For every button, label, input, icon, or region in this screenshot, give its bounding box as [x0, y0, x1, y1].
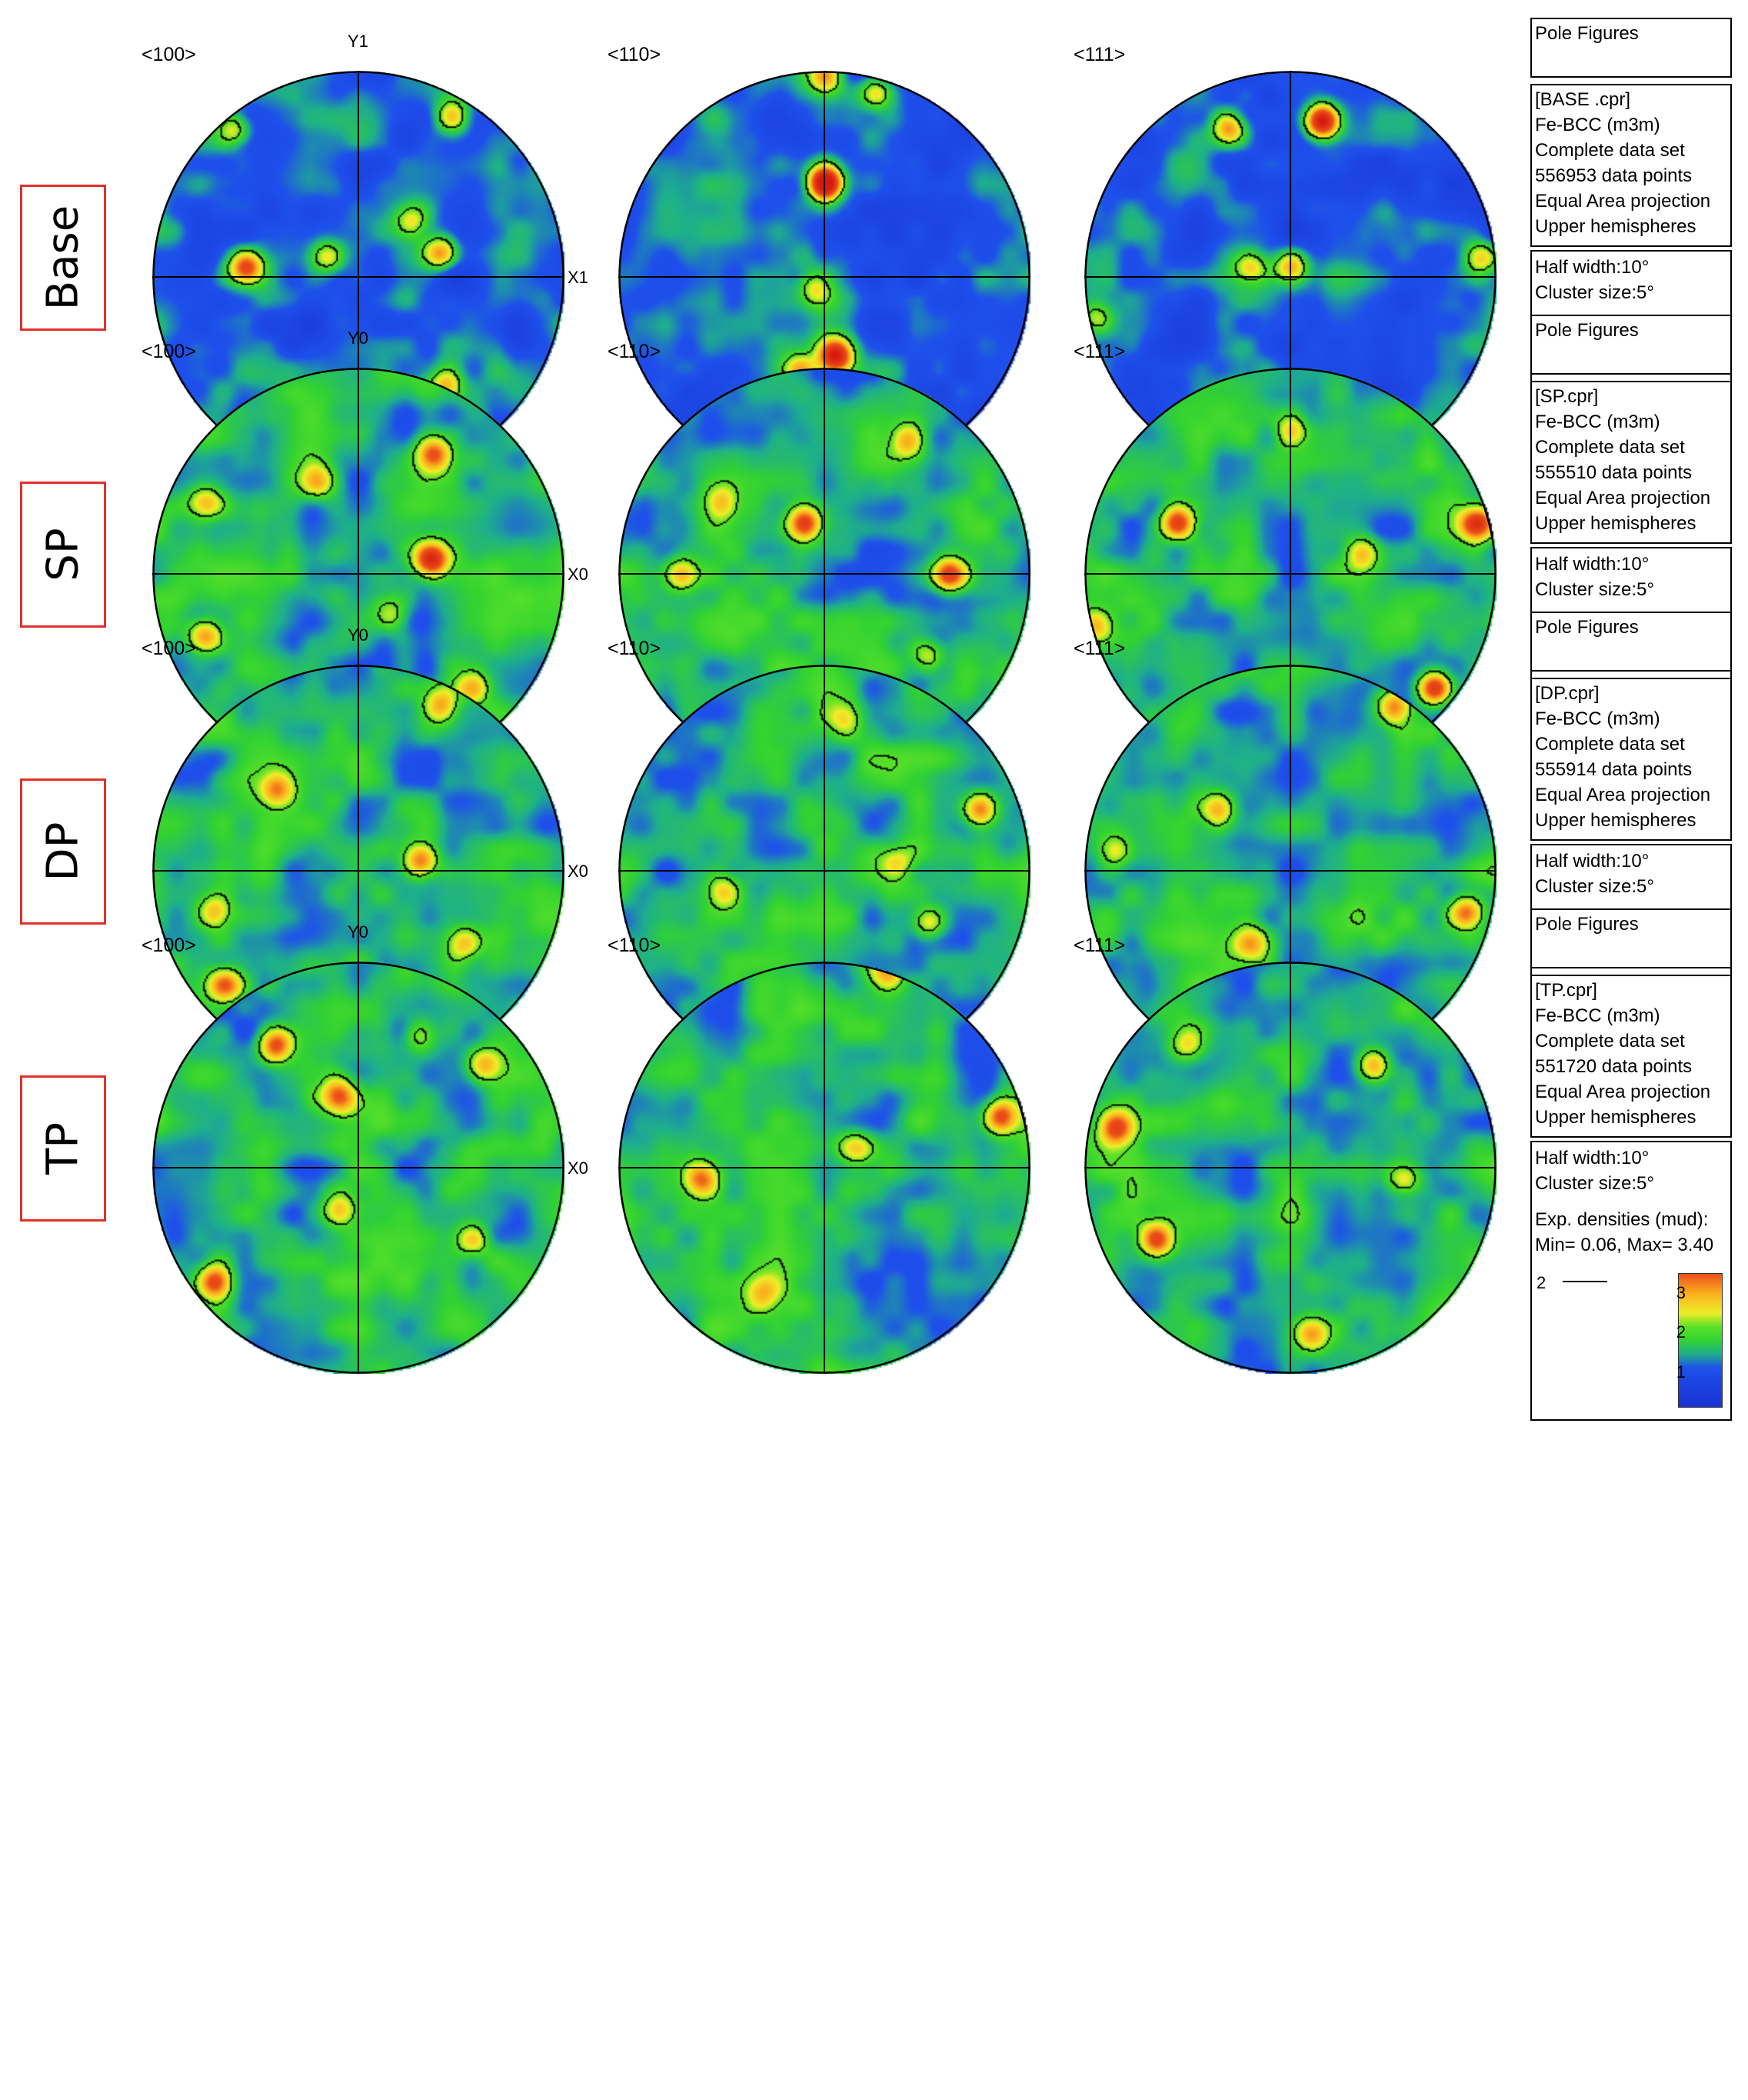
- pole-family-label: <100>: [142, 44, 196, 65]
- pole-family-label: <110>: [608, 44, 661, 65]
- density-legend: Half width:10° Cluster size:5° Exp. densit…: [1530, 1141, 1732, 1421]
- pole-family-label: <111>: [1074, 935, 1126, 956]
- pole-family-label: <100>: [142, 935, 196, 956]
- info-header: Pole Figures: [1535, 617, 1639, 638]
- y-axis-label: Y0: [348, 328, 368, 348]
- row-label-dp: DP: [20, 778, 106, 925]
- y-axis-label: Y1: [348, 32, 368, 51]
- parameter-line: Cluster size:5°: [1535, 876, 1654, 897]
- dataset-info-box: [SP.cpr] Fe-BCC (m3m) Complete data set 555…: [1530, 381, 1732, 544]
- dataset-info-line: 555510 data points: [1535, 462, 1693, 483]
- row-label-tp: TP: [20, 1075, 106, 1222]
- dataset-info-line: Equal Area projection: [1535, 785, 1711, 805]
- parameter-line: Half width:10°: [1535, 257, 1650, 278]
- pole-family-label: <110>: [608, 935, 661, 956]
- info-header: Pole Figures: [1535, 23, 1639, 44]
- min-max-readout: Min= 0.06, Max= 3.40: [1535, 1235, 1714, 1255]
- parameter-line: Cluster size:5°: [1535, 1173, 1654, 1194]
- info-header-box: Pole Figures: [1530, 908, 1732, 968]
- pole-figure-tp-1: [618, 962, 1030, 1374]
- info-header-box: Pole Figures: [1530, 612, 1732, 672]
- info-header: Pole Figures: [1535, 914, 1639, 935]
- dataset-info-line: Upper hemispheres: [1535, 1107, 1696, 1128]
- dataset-info-line: Upper hemispheres: [1535, 810, 1696, 831]
- dataset-info-line: Equal Area projection: [1535, 1082, 1711, 1102]
- dataset-info-box: [TP.cpr] Fe-BCC (m3m) Complete data set 551…: [1530, 975, 1732, 1138]
- dataset-info-line: Equal Area projection: [1535, 488, 1711, 508]
- dataset-info-line: Complete data set: [1535, 1031, 1685, 1052]
- colorbar-tick-label: 1: [1676, 1362, 1686, 1382]
- pole-family-label: <111>: [1074, 44, 1126, 65]
- dataset-info-line: Fe-BCC (m3m): [1535, 708, 1660, 729]
- dataset-info-line: 551720 data points: [1535, 1056, 1693, 1077]
- parameter-line: Half width:10°: [1535, 1148, 1650, 1168]
- pole-family-label: <100>: [142, 638, 196, 659]
- x-axis-label: X0: [568, 1158, 588, 1178]
- dataset-info-line: Fe-BCC (m3m): [1535, 115, 1660, 135]
- row-label-sp: SP: [20, 482, 106, 628]
- colorbar-tick-label: 2: [1676, 1322, 1686, 1342]
- pole-figure-tp-2: [1084, 962, 1497, 1374]
- dataset-info-line: Upper hemispheres: [1535, 216, 1696, 237]
- parameter-line: Cluster size:5°: [1535, 282, 1654, 303]
- pole-figure-tp-0: [152, 962, 564, 1374]
- density-title: Exp. densities (mud):: [1535, 1209, 1709, 1230]
- pole-figure-frame: [1084, 962, 1497, 1374]
- pole-family-label: <110>: [608, 341, 661, 362]
- pole-family-label: <111>: [1074, 341, 1126, 362]
- dataset-info-line: [SP.cpr]: [1535, 386, 1599, 407]
- contour-level-label: 2: [1537, 1273, 1547, 1292]
- y-axis-label: Y0: [348, 625, 368, 645]
- dataset-info-line: [TP.cpr]: [1535, 980, 1597, 1001]
- row-label-base: Base: [20, 185, 106, 331]
- info-header: Pole Figures: [1535, 320, 1639, 341]
- dataset-info-line: Fe-BCC (m3m): [1535, 1005, 1660, 1026]
- dataset-info-line: Equal Area projection: [1535, 191, 1711, 212]
- row-label-text: DP: [38, 822, 88, 882]
- x-axis-label: X1: [568, 268, 588, 287]
- colorbar: [1678, 1273, 1723, 1408]
- info-header-box: Pole Figures: [1530, 18, 1732, 78]
- row-label-text: TP: [38, 1122, 88, 1175]
- x-axis-label: X0: [568, 862, 588, 881]
- pole-figure-frame: [152, 962, 564, 1374]
- dataset-info-line: 556953 data points: [1535, 165, 1693, 186]
- dataset-info-line: Upper hemispheres: [1535, 513, 1696, 534]
- row-label-text: Base: [38, 205, 88, 311]
- parameter-line: Cluster size:5°: [1535, 579, 1654, 600]
- info-header-box: Pole Figures: [1530, 315, 1732, 375]
- dataset-info-line: [BASE .cpr]: [1535, 89, 1631, 110]
- pole-figure-frame: [618, 962, 1030, 1374]
- parameter-line: Half width:10°: [1535, 851, 1650, 872]
- dataset-info-line: [DP.cpr]: [1535, 683, 1600, 704]
- colorbar-tick-label: 3: [1676, 1282, 1686, 1302]
- pole-family-label: <111>: [1074, 638, 1126, 659]
- x-axis-label: X0: [568, 565, 588, 584]
- parameter-line: Half width:10°: [1535, 554, 1650, 575]
- dataset-info-box: [BASE .cpr] Fe-BCC (m3m) Complete data set…: [1530, 84, 1732, 247]
- dataset-info-line: Complete data set: [1535, 437, 1685, 458]
- dataset-info-line: Complete data set: [1535, 140, 1685, 161]
- dataset-info-box: [DP.cpr] Fe-BCC (m3m) Complete data set 555…: [1530, 678, 1732, 841]
- row-label-text: SP: [38, 528, 88, 582]
- pole-family-label: <110>: [608, 638, 661, 659]
- dataset-info-line: 555914 data points: [1535, 759, 1693, 780]
- pole-family-label: <100>: [142, 341, 196, 362]
- dataset-info-line: Complete data set: [1535, 734, 1685, 755]
- y-axis-label: Y0: [348, 922, 368, 942]
- contour-line-sample: [1563, 1281, 1607, 1282]
- dataset-info-line: Fe-BCC (m3m): [1535, 412, 1660, 432]
